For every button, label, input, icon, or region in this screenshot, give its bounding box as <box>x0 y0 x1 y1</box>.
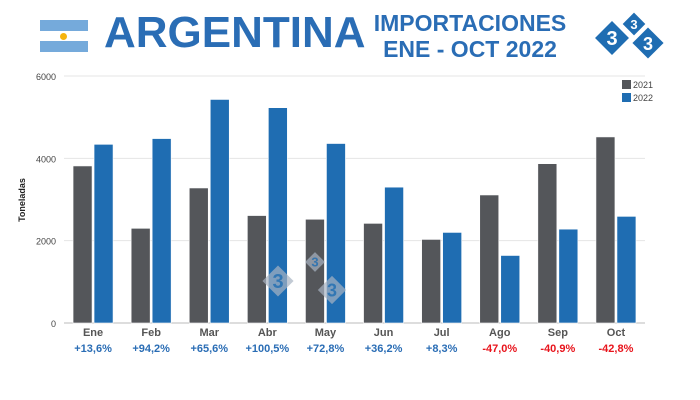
x-tick-label: Ene <box>83 327 103 339</box>
y-tick-label: 0 <box>51 319 56 329</box>
change-label: +65,6% <box>190 343 228 355</box>
bar-2021-Abr <box>247 215 267 324</box>
subtitle-line2: ENE - OCT 2022 <box>383 36 557 62</box>
change-label: -40,9% <box>540 343 575 355</box>
change-label: +36,2% <box>365 343 403 355</box>
bar-2022-Jul <box>442 232 462 324</box>
bar-2021-Ene <box>72 165 93 324</box>
bar-2021-Mar <box>188 187 209 324</box>
bar-2021-Jul <box>421 239 441 324</box>
bar-2022-Feb <box>151 138 172 324</box>
bar-2022-Sep <box>558 228 579 324</box>
bar-2022-Mar <box>209 99 230 324</box>
bar-2021-Jun <box>363 223 383 324</box>
legend-swatch-2021 <box>622 80 631 89</box>
subtitle-line1: IMPORTACIONES <box>373 10 567 36</box>
change-label: +72,8% <box>307 343 345 355</box>
legend-label: 2022 <box>633 93 653 103</box>
watermark-diamond <box>317 275 347 305</box>
change-label: -47,0% <box>482 343 517 355</box>
page-title: ARGENTINA <box>104 8 366 57</box>
y-tick-label: 2000 <box>36 237 56 247</box>
watermark-digit: 3 <box>327 280 337 300</box>
argentina-flag <box>40 20 88 52</box>
bar-2022-Ene <box>93 144 114 324</box>
x-tick-label: Jun <box>374 327 394 339</box>
y-tick-label: 6000 <box>36 72 56 82</box>
svg-text:3: 3 <box>630 17 637 32</box>
y-axis-label: Toneladas <box>17 178 27 222</box>
bar-2022-Ago <box>500 255 521 324</box>
x-tick-label: Ago <box>489 327 511 339</box>
watermark-digit: 3 <box>311 255 318 270</box>
bar-2021-Ago <box>479 194 500 324</box>
x-tick-label: Mar <box>199 327 219 339</box>
page-subtitle: IMPORTACIONES ENE - OCT 2022 <box>350 10 590 62</box>
x-tick-label: Abr <box>258 327 278 339</box>
bar-2022-Abr <box>268 107 288 324</box>
bar-2021-Oct <box>595 136 616 324</box>
x-tick-label: Feb <box>141 327 161 339</box>
x-tick-label: May <box>315 327 337 339</box>
change-label: +8,3% <box>426 343 458 355</box>
x-tick-label: Jul <box>434 327 450 339</box>
legend-label: 2021 <box>633 80 653 90</box>
change-label: +94,2% <box>132 343 170 355</box>
watermark-diamond <box>305 252 325 272</box>
x-tick-label: Sep <box>548 327 568 339</box>
change-label: -42,8% <box>599 343 634 355</box>
legend-swatch-2022 <box>622 93 631 102</box>
x-tick-label: Oct <box>607 327 626 339</box>
change-label: +13,6% <box>74 343 112 355</box>
bar-2022-Oct <box>616 216 637 324</box>
brand-logo: 333 <box>595 12 664 59</box>
y-tick-label: 4000 <box>36 154 56 164</box>
svg-text:3: 3 <box>606 28 617 50</box>
change-label: +100,5% <box>245 343 289 355</box>
bar-2022-Jun <box>384 186 404 324</box>
svg-text:3: 3 <box>643 34 653 54</box>
bar-2021-Feb <box>130 228 151 324</box>
bar-2021-Sep <box>537 163 558 324</box>
watermark-diamond <box>262 265 294 297</box>
watermark-digit: 3 <box>272 271 283 293</box>
